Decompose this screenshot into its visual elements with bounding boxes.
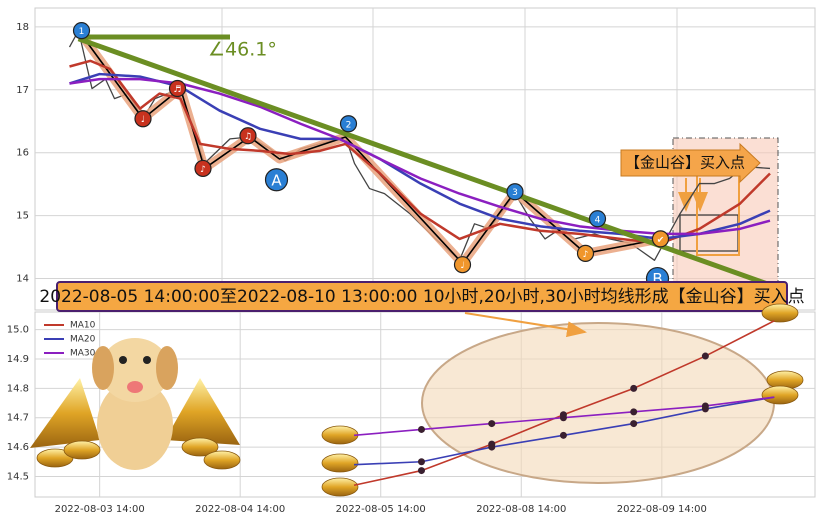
y-tick-label: 14.6 bbox=[7, 442, 29, 453]
buy-label: 【金山谷】买入点 bbox=[625, 154, 745, 172]
angle-label: ∠46.1° bbox=[208, 39, 277, 61]
y-tick-label: 15 bbox=[16, 211, 29, 222]
dog-body bbox=[97, 380, 173, 470]
marker bbox=[576, 244, 595, 262]
marker-label: B bbox=[652, 270, 662, 288]
gold-ingot bbox=[321, 477, 359, 497]
y-tick-label: 14.5 bbox=[7, 471, 29, 482]
marker-label: A bbox=[271, 171, 282, 189]
banner: 2022-08-05 14:00:00至2022-08-10 13:00:00 … bbox=[39, 287, 804, 307]
marker-label: 4 bbox=[595, 215, 601, 225]
marker bbox=[168, 79, 187, 98]
line bbox=[69, 59, 771, 245]
y-tick-label: 14.7 bbox=[7, 413, 29, 424]
marker-label: ♩ bbox=[141, 115, 145, 125]
gold-pyramid bbox=[30, 378, 100, 448]
legend-label: MA20 bbox=[70, 335, 96, 345]
gold-pyramid bbox=[165, 378, 240, 445]
point bbox=[559, 431, 567, 439]
marker-label: ♩ bbox=[460, 261, 464, 271]
x-tick-label: 2022-08-03 14:00 bbox=[55, 504, 145, 515]
marker bbox=[134, 110, 152, 128]
marker-label: ♪ bbox=[200, 165, 206, 175]
gold-ingot bbox=[203, 450, 241, 470]
y-tick-label: 16 bbox=[16, 148, 29, 159]
point bbox=[630, 408, 638, 416]
marker-label: 3 bbox=[512, 188, 518, 198]
y-tick-label: 15.0 bbox=[7, 325, 29, 336]
gold-ingot bbox=[181, 437, 219, 457]
highlight-ellipse bbox=[421, 322, 775, 484]
marker bbox=[339, 115, 358, 133]
dog-eye bbox=[143, 356, 151, 364]
y-tick-label: 14 bbox=[16, 274, 29, 285]
top-panel: 14 15 16 17 18 ∠46.1° 1 2 3 4 A B ♩ ♬ ♪ ♫ ♩ ♪ ✔ 【金山谷】买入点 202… bbox=[16, 8, 815, 312]
line bbox=[77, 30, 661, 265]
dog-eye bbox=[119, 356, 127, 364]
marker-label: ♫ bbox=[244, 132, 252, 142]
dog-head bbox=[100, 338, 170, 402]
gold-ingot bbox=[321, 425, 359, 445]
point bbox=[488, 420, 496, 428]
gold-ingot bbox=[761, 385, 799, 405]
point bbox=[701, 352, 709, 360]
point bbox=[559, 414, 567, 422]
marker bbox=[239, 127, 257, 145]
line bbox=[77, 36, 782, 291]
x-tick-label: 2022-08-05 14:00 bbox=[336, 504, 426, 515]
point bbox=[417, 425, 425, 433]
x-tick-label: 2022-08-04 14:00 bbox=[195, 504, 285, 515]
y-tick-label: 18 bbox=[16, 22, 29, 33]
point bbox=[630, 420, 638, 428]
marker bbox=[651, 230, 670, 248]
buy-callout bbox=[620, 142, 761, 184]
marker bbox=[72, 22, 91, 40]
point bbox=[417, 458, 425, 466]
x-tick-label: 2022-08-08 14:00 bbox=[476, 504, 566, 515]
marker bbox=[453, 256, 472, 274]
dog-ear bbox=[92, 346, 114, 390]
gold-ingot bbox=[761, 303, 799, 323]
x-tick-label: 2022-08-09 14:00 bbox=[617, 504, 707, 515]
dog-ear bbox=[156, 346, 178, 390]
bottom-panel: 14.5 14.6 14.7 14.8 14.9 15.0 2022-08-03 14:00… bbox=[7, 303, 815, 515]
marker bbox=[264, 168, 289, 192]
y-tick-label: 14.8 bbox=[7, 383, 29, 394]
legend-label: MA10 bbox=[70, 321, 96, 331]
point bbox=[488, 443, 496, 451]
point bbox=[701, 402, 709, 410]
marker bbox=[588, 210, 607, 228]
y-tick-label: 14.9 bbox=[7, 354, 29, 365]
marker bbox=[194, 159, 212, 178]
marker bbox=[506, 183, 524, 201]
marker-label: 2 bbox=[346, 120, 352, 130]
marker-label: ♪ bbox=[583, 250, 589, 260]
pointer-arrow bbox=[464, 312, 587, 338]
legend-label: MA30 bbox=[70, 349, 96, 359]
dog-tongue bbox=[127, 381, 143, 393]
gold-ingot bbox=[63, 440, 101, 460]
marker-label: 1 bbox=[79, 27, 85, 37]
marker-label: ✔ bbox=[657, 235, 665, 245]
banner-box bbox=[56, 281, 788, 312]
y-tick-label: 17 bbox=[16, 85, 29, 96]
point bbox=[417, 467, 425, 475]
gold-ingot bbox=[321, 453, 359, 473]
point bbox=[630, 384, 638, 392]
marker-label: ♬ bbox=[173, 85, 181, 95]
